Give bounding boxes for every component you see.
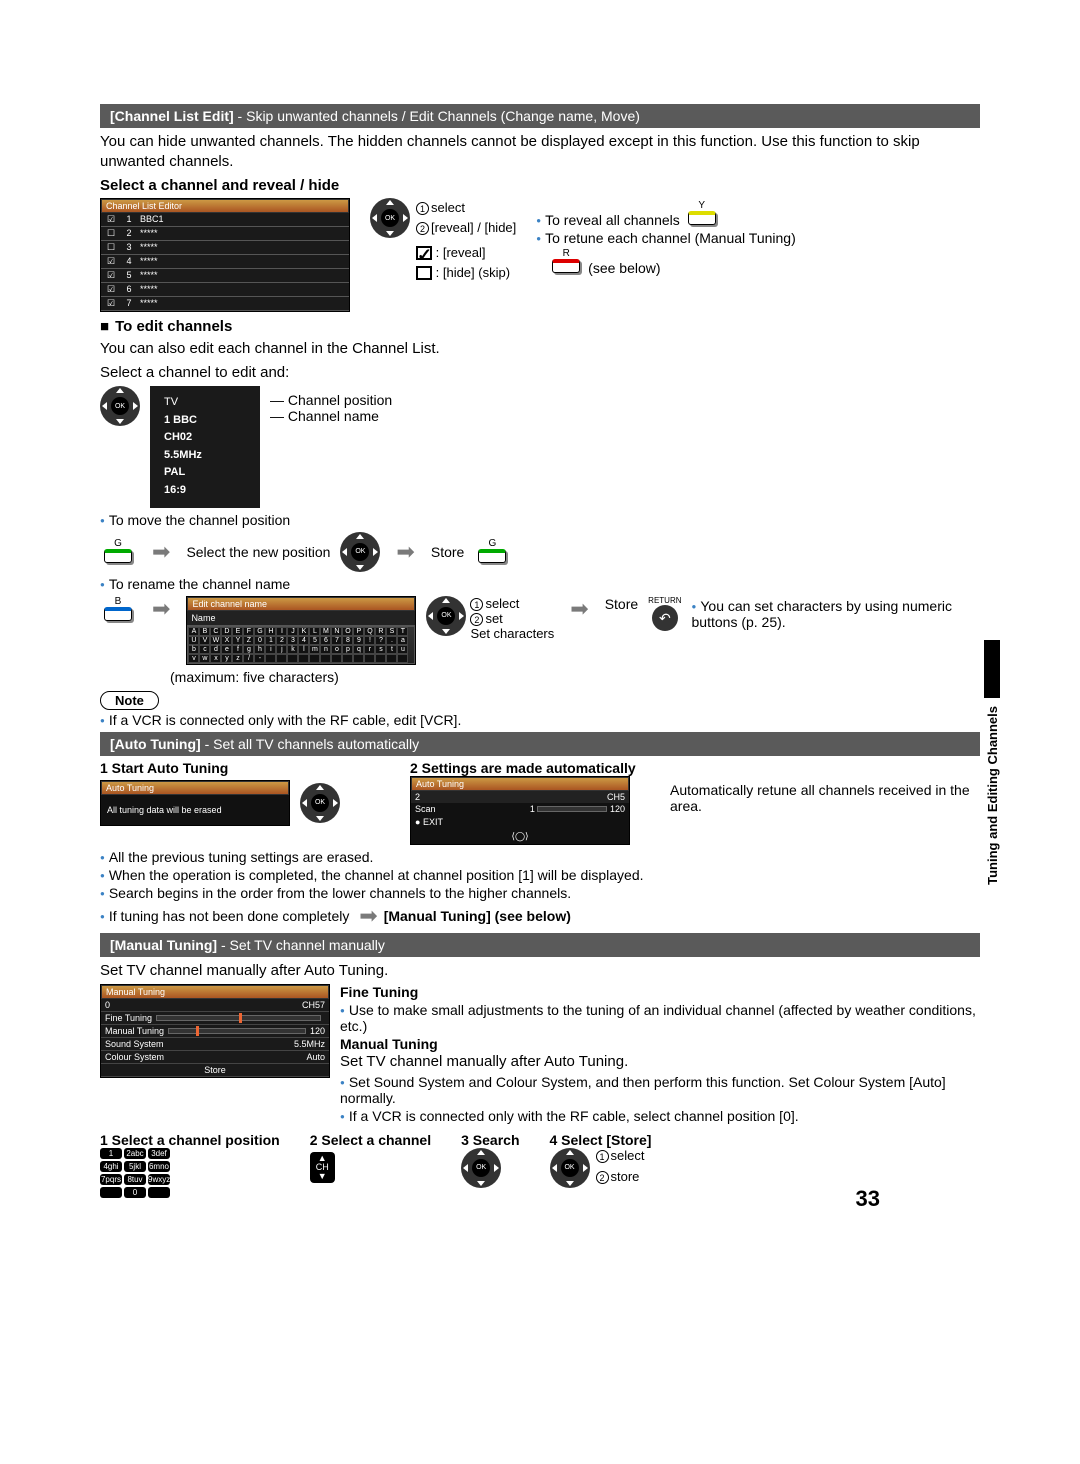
auto-tuning-desc: Automatically retune all channels receiv… xyxy=(670,782,980,814)
see-below-text: (see below) xyxy=(588,260,660,276)
auto-tuning-screen-2: Auto Tuning 2CH5 Scan1 120 ● EXIT ⟨◯⟩ xyxy=(410,776,630,845)
rename-bullet: To rename the channel name xyxy=(100,576,980,592)
note-text: If a VCR is connected only with the RF c… xyxy=(100,712,980,728)
store-text: Store xyxy=(431,544,464,560)
retune-text: To retune each channel (Manual Tuning) xyxy=(536,230,980,246)
arrow-icon: ➡ xyxy=(570,596,588,622)
mt-t2: Set Sound System and Colour System, and … xyxy=(340,1074,980,1106)
reveal-all-text: To reveal all channels xyxy=(545,212,680,228)
ok-button-4[interactable]: OK xyxy=(426,596,466,641)
header-title: [Channel List Edit] xyxy=(110,108,234,124)
note-label: Note xyxy=(100,691,159,710)
auto-tuning-screen-1: Auto Tuning All tuning data will be eras… xyxy=(100,780,290,826)
intro-text: You can hide unwanted channels. The hidd… xyxy=(100,132,980,171)
arrow-icon: ➡ xyxy=(396,539,414,565)
edit-intro-1: You can also edit each channel in the Ch… xyxy=(100,339,980,359)
section-header-auto-tuning: [Auto Tuning] - Set all TV channels auto… xyxy=(100,732,980,756)
ok-button[interactable]: OK xyxy=(370,198,410,282)
header-desc: - Skip unwanted channels / Edit Channels… xyxy=(234,108,640,124)
hide-icon xyxy=(416,266,432,280)
select-position-text: Select the new position xyxy=(186,544,330,560)
channel-list-editor-screen: Channel List Editor ☑1BBC1☐2*****☐3*****… xyxy=(100,198,350,312)
at-b4: If tuning has not been done completely ➡… xyxy=(100,903,980,929)
side-tab: Tuning and Editing Channels xyxy=(970,640,1000,860)
ok-button-3[interactable]: OK xyxy=(340,532,380,572)
step-2-title: 2 Select a channel xyxy=(310,1132,431,1148)
section-header-channel-list: [Channel List Edit] - Skip unwanted chan… xyxy=(100,104,980,128)
ok-button-5[interactable]: OK xyxy=(300,783,340,823)
at-b3: Search begins in the order from the lowe… xyxy=(100,885,980,901)
ok-button-2[interactable]: OK xyxy=(100,386,140,426)
ok-button-6[interactable]: OK xyxy=(461,1148,501,1188)
channel-info-box: TV 1 BBC CH02 5.5MHz PAL 16:9 xyxy=(150,386,260,508)
manual-tuning-screen: Manual Tuning 0CH57 Fine Tuning Manual T… xyxy=(100,984,330,1078)
manual-tuning-title-2: Manual Tuning xyxy=(340,1036,980,1052)
yellow-key-icon[interactable] xyxy=(688,211,716,225)
step-3-title: 3 Search xyxy=(461,1132,519,1148)
green-key-icon-2[interactable] xyxy=(478,549,506,563)
edit-name-title: Edit channel name xyxy=(187,597,415,611)
arrow-icon: ➡ xyxy=(152,596,170,622)
reveal-icon xyxy=(416,246,432,260)
to-edit-channels-title: To edit channels xyxy=(100,318,980,335)
side-tab-text: Tuning and Editing Channels xyxy=(985,706,1000,885)
ok-annotation: 1select 2[reveal] / [hide] : [reveal] : … xyxy=(416,198,516,282)
red-key-icon[interactable] xyxy=(552,259,580,273)
mt-intro: Set TV channel manually after Auto Tunin… xyxy=(100,961,980,981)
channel-info-annotations: — Channel position — Channel name xyxy=(270,392,392,424)
mt-t3: If a VCR is connected only with the RF c… xyxy=(340,1108,980,1124)
green-key-icon[interactable] xyxy=(104,549,132,563)
return-button-icon[interactable]: ↶ xyxy=(652,605,678,631)
channel-updown-icon[interactable]: ▲CH▼ xyxy=(310,1152,335,1183)
settings-auto-title: 2 Settings are made automatically xyxy=(410,760,660,776)
step-1-title: 1 Select a channel position xyxy=(100,1132,280,1148)
edit-intro-2: Select a channel to edit and: xyxy=(100,363,980,383)
rename-annotation: 1select 2set Set characters xyxy=(470,596,554,641)
at-b2: When the operation is completed, the cha… xyxy=(100,867,980,883)
numpad-icon[interactable]: 12abc3def 4ghi5jkl6mno 7pqrs8tuv9wxyz 0 xyxy=(100,1148,280,1198)
max-chars-text: (maximum: five characters) xyxy=(170,669,980,685)
store-annotation: 1select 2store xyxy=(596,1148,645,1188)
fine-tuning-title: Fine Tuning xyxy=(340,984,980,1000)
screen-title: Channel List Editor xyxy=(101,199,349,213)
arrow-icon: ➡ xyxy=(152,539,170,565)
step-4-title: 4 Select [Store] xyxy=(550,1132,652,1148)
mt-t1: Set TV channel manually after Auto Tunin… xyxy=(340,1052,980,1072)
blue-key-icon[interactable] xyxy=(104,607,132,621)
page-number: 33 xyxy=(856,1186,880,1212)
ok-button-7[interactable]: OK xyxy=(550,1148,590,1188)
store-text-2: Store xyxy=(605,596,638,612)
start-auto-tuning-title: 1 Start Auto Tuning xyxy=(100,760,400,776)
at-b1: All the previous tuning settings are era… xyxy=(100,849,980,865)
fine-tuning-text: Use to make small adjustments to the tun… xyxy=(340,1002,980,1034)
edit-name-screen: Edit channel name Name ABCDEFGHIJKLMNOPQ… xyxy=(186,596,416,665)
section-header-manual-tuning: [Manual Tuning] - Set TV channel manuall… xyxy=(100,933,980,957)
rename-tip: You can set characters by using numeric … xyxy=(692,598,980,630)
select-channel-title: Select a channel and reveal / hide xyxy=(100,177,980,194)
move-position-bullet: To move the channel position xyxy=(100,512,980,528)
